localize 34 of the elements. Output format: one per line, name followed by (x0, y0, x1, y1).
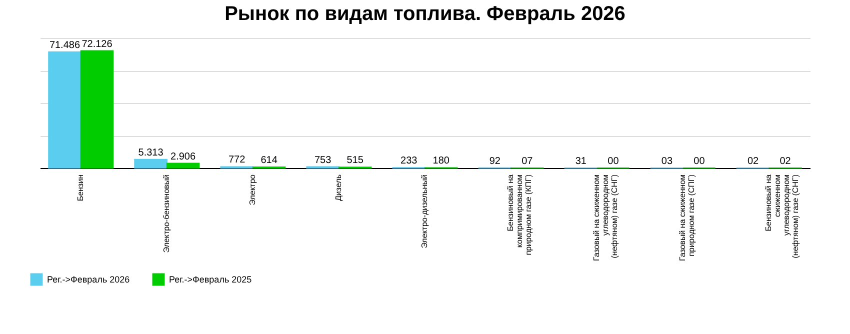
x-tick-label: Бензиновый на сжиженном углеводородном (нефтяном) газе (СНГ) (764, 174, 800, 258)
legend-label: Рег.->Февраль 2025 (169, 274, 252, 285)
data-label: 92 (489, 156, 501, 167)
data-label: 31 (575, 156, 587, 167)
data-label: 180 (432, 156, 450, 167)
data-label: 00 (694, 156, 706, 167)
data-label: 515 (346, 155, 364, 166)
x-tick-label: Электро-бензиновый (162, 174, 171, 253)
legend-label: Рег.->Февраль 2026 (47, 274, 130, 285)
chart-title: Рынок по видам топлива. Февраль 2026 (224, 3, 626, 25)
data-label: 233 (400, 156, 418, 167)
bar (134, 158, 168, 168)
data-label: 614 (260, 155, 278, 166)
data-label: 00 (608, 156, 620, 167)
data-label: 71.486 (49, 40, 80, 51)
data-label: 02 (780, 156, 792, 167)
data-label: 5.313 (138, 147, 164, 158)
data-label: 2.906 (170, 151, 196, 162)
bar (166, 162, 200, 168)
x-tick-label: Газовый на сжиженном углеводородном (нефтяном) газе (СНГ) (592, 174, 620, 262)
x-tick-label: Электро (248, 174, 257, 206)
data-label: 03 (661, 156, 673, 167)
bar (48, 51, 82, 168)
x-tick-label: Бензиновый на компримированном природном газе (КПГ) (506, 174, 534, 256)
bar (80, 50, 114, 168)
data-label: 72.126 (82, 38, 113, 50)
data-label: 772 (228, 154, 246, 166)
data-label: 753 (314, 154, 332, 166)
x-tick-label: Дизель (334, 174, 343, 201)
data-label: 02 (747, 156, 759, 167)
x-tick-label: Бензин (76, 174, 85, 202)
x-tick-label: Газовый на сжиженном природном газе (СПГ) (678, 174, 696, 262)
x-tick-label: Электро-дизельный (420, 174, 429, 248)
data-label: 07 (522, 156, 534, 167)
